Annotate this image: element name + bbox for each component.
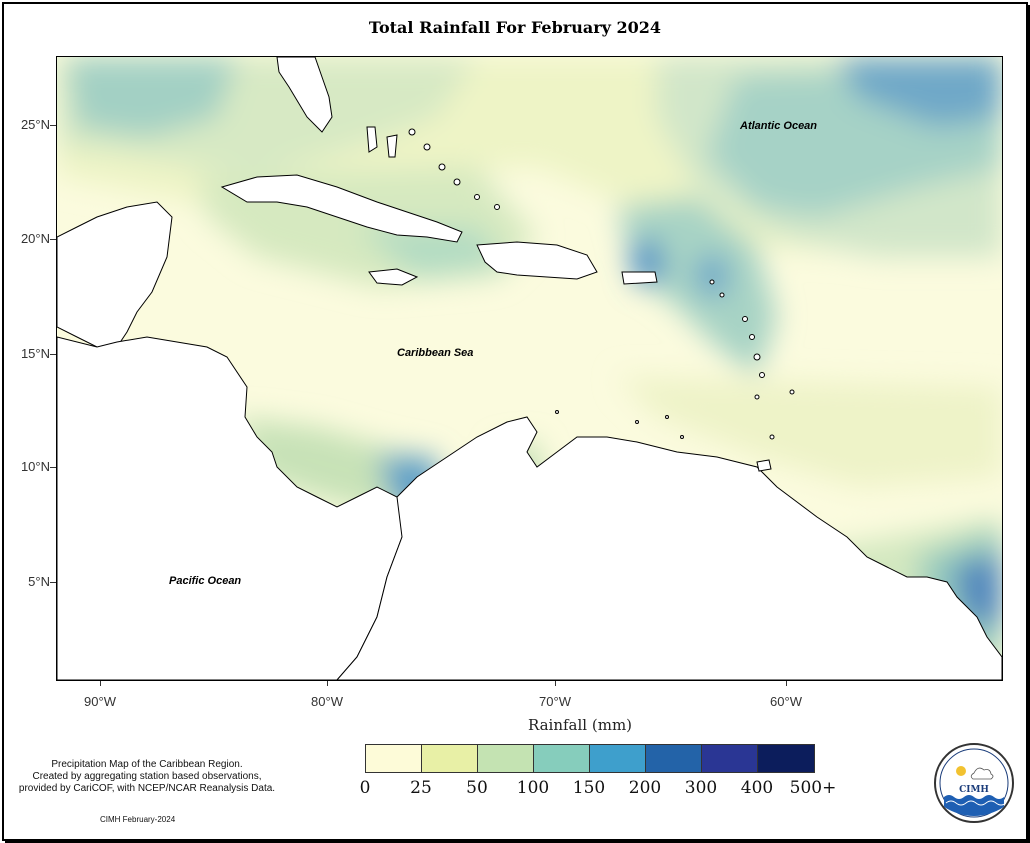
- florida: [276, 57, 333, 133]
- trinidad: [756, 459, 772, 472]
- lon-tick: [555, 680, 556, 686]
- map-title: Total Rainfall For February 2024: [368, 18, 662, 37]
- jamaica: [368, 268, 419, 286]
- legend-label: 400: [740, 778, 774, 798]
- legend-label: 25: [410, 778, 432, 798]
- waves-icon: [944, 795, 1004, 816]
- legend-color-bar: [365, 744, 815, 773]
- legend-swatch: [534, 745, 590, 772]
- rainfall-map-svg: [57, 57, 1002, 680]
- legend-label: 100: [516, 778, 550, 798]
- map-description: Precipitation Map of the Caribbean Regio…: [6, 759, 288, 795]
- south-america: [336, 416, 1002, 680]
- lat-label-15n: 15°N: [20, 346, 50, 361]
- description-line-2: Created by aggregating station based obs…: [32, 771, 262, 782]
- legend-label: 0: [359, 778, 371, 798]
- legend-label: 50: [466, 778, 488, 798]
- legend-swatch: [478, 745, 534, 772]
- cimh-logo-icon: CIMH: [934, 743, 1014, 823]
- pacific-ocean-label: Pacific Ocean: [169, 575, 242, 587]
- legend-label: 300: [684, 778, 718, 798]
- credit-text: CIMH February-2024: [100, 815, 176, 824]
- lesser-antilles: [555, 279, 795, 440]
- legend-swatch: [590, 745, 646, 772]
- legend-swatch: [702, 745, 758, 772]
- atlantic-ocean-label: Atlantic Ocean: [740, 120, 818, 132]
- logo-text: CIMH: [959, 785, 989, 795]
- legend-swatch: [758, 745, 814, 772]
- lat-tick: [50, 467, 56, 468]
- yucatan: [57, 201, 173, 348]
- lon-tick: [327, 680, 328, 686]
- lon-tick: [786, 680, 787, 686]
- cloud-icon: [970, 767, 994, 780]
- cuba: [220, 174, 463, 243]
- lat-label-10n: 10°N: [20, 459, 50, 474]
- lon-label-90w: 90°W: [84, 694, 116, 709]
- lat-label-20n: 20°N: [20, 231, 50, 246]
- rainfall-map[interactable]: [56, 56, 1003, 681]
- lon-label-80w: 80°W: [311, 694, 343, 709]
- lat-tick: [50, 354, 56, 355]
- puerto-rico: [621, 271, 658, 285]
- caribbean-sea-label: Caribbean Sea: [397, 347, 474, 359]
- cimh-logo-graphic: [939, 748, 1009, 818]
- description-line-3: provided by CariCOF, with NCEP/NCAR Rean…: [18, 783, 276, 794]
- lat-tick: [50, 125, 56, 126]
- lon-label-60w: 60°W: [770, 694, 802, 709]
- sun-icon: [956, 766, 966, 776]
- legend-title: Rainfall (mm): [527, 716, 633, 734]
- lat-label-25n: 25°N: [20, 117, 50, 132]
- lat-label-5n: 5°N: [28, 574, 50, 589]
- description-line-1: Precipitation Map of the Caribbean Regio…: [51, 759, 243, 770]
- bahamas: [366, 126, 500, 210]
- lat-tick: [50, 582, 56, 583]
- legend-label: 150: [572, 778, 606, 798]
- hispaniola: [476, 241, 598, 280]
- legend-label: 200: [628, 778, 662, 798]
- legend-label: 500+: [789, 778, 837, 798]
- legend-swatch: [646, 745, 702, 772]
- land-masses: [57, 57, 1002, 680]
- legend-swatch: [422, 745, 478, 772]
- legend-swatch: [366, 745, 422, 772]
- lon-label-70w: 70°W: [539, 694, 571, 709]
- lat-tick: [50, 239, 56, 240]
- lon-tick: [100, 680, 101, 686]
